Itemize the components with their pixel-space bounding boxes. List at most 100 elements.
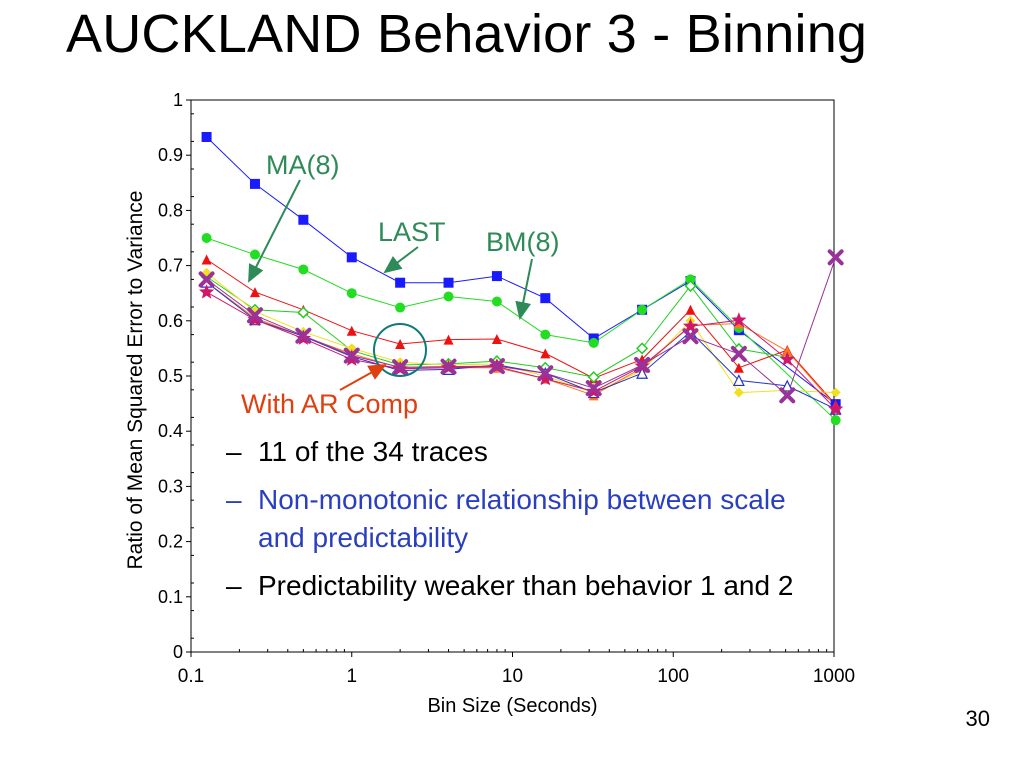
- data-point: [298, 264, 309, 275]
- data-point: [781, 379, 794, 392]
- data-point: [830, 415, 841, 426]
- data-point: [685, 304, 696, 315]
- y-tick-label: 0.7: [158, 256, 183, 276]
- x-axis-title: Bin Size (Seconds): [427, 695, 597, 717]
- data-point: [201, 131, 212, 142]
- data-point: [246, 307, 263, 324]
- data-point: [685, 274, 696, 285]
- bullet-text: Predictability weaker than behavior 1 an…: [258, 570, 794, 601]
- data-point: [634, 356, 651, 373]
- annotation-ma8: MA(8): [266, 150, 340, 180]
- series-line: [206, 291, 837, 410]
- data-point: [733, 387, 744, 398]
- data-point: [732, 374, 745, 387]
- y-tick-label: 0.3: [158, 476, 183, 496]
- data-point: [637, 304, 648, 315]
- data-point: [443, 291, 454, 302]
- data-point: [540, 329, 551, 340]
- data-point: [537, 365, 554, 382]
- data-point: [827, 249, 844, 266]
- data-point: [297, 306, 310, 319]
- data-point: [779, 351, 795, 366]
- data-point: [537, 370, 553, 386]
- bullet-item: – 11 of the 34 traces: [226, 433, 826, 471]
- data-point: [295, 327, 312, 344]
- data-point: [440, 358, 457, 375]
- data-point: [443, 277, 454, 288]
- data-point: [587, 371, 600, 384]
- bullet-dash: –: [226, 436, 242, 467]
- data-point: [298, 214, 309, 225]
- annotation-last: LAST: [378, 217, 446, 247]
- data-point: [249, 287, 260, 298]
- x-tick-label: 1000: [813, 666, 855, 687]
- data-point: [343, 347, 360, 364]
- data-point: [730, 345, 747, 362]
- y-tick-label: 0.4: [158, 421, 183, 441]
- data-point: [346, 288, 357, 299]
- data-point: [249, 178, 260, 189]
- annotation-bm8: BM(8): [486, 227, 560, 257]
- y-tick-label: 0.5: [158, 366, 183, 386]
- data-point: [395, 277, 406, 288]
- annotation-with-ar-comp: With AR Comp: [241, 389, 418, 419]
- data-point: [733, 362, 744, 373]
- y-tick-label: 1: [173, 90, 183, 110]
- bullet-item: – Predictability weaker than behavior 1 …: [226, 567, 826, 605]
- highlight-circle: [373, 323, 427, 377]
- data-point: [779, 387, 796, 404]
- data-point: [585, 380, 602, 397]
- data-point: [540, 293, 551, 304]
- data-point: [491, 334, 502, 345]
- data-point: [201, 254, 212, 265]
- data-point: [346, 325, 357, 336]
- data-point: [488, 358, 505, 375]
- bullet-dash: –: [226, 570, 242, 601]
- data-point: [731, 312, 747, 327]
- data-point: [682, 318, 699, 333]
- data-point: [395, 338, 406, 349]
- data-point: [392, 359, 409, 376]
- series-line: [206, 257, 837, 397]
- data-point: [491, 271, 502, 282]
- x-tick-label: 10: [502, 666, 523, 687]
- data-point: [828, 401, 844, 416]
- data-point: [247, 311, 263, 327]
- series-line: [206, 259, 837, 406]
- y-tick-label: 0.9: [158, 145, 183, 165]
- bullet-text: Non-monotonic relationship between scale…: [258, 484, 786, 553]
- annotation-arrow: [339, 364, 387, 391]
- annotation-arrow: [383, 246, 419, 274]
- y-tick-label: 0.1: [158, 587, 183, 607]
- slide-number: 30: [965, 706, 990, 731]
- data-point: [636, 342, 649, 355]
- data-point: [199, 284, 215, 299]
- y-axis-title: Ratio of Mean Squared Error to Variance: [124, 191, 147, 570]
- bullet-dash: –: [226, 484, 242, 515]
- bullet-item: – Non-monotonic relationship between sca…: [226, 481, 826, 557]
- data-point: [198, 271, 215, 288]
- data-point: [682, 328, 699, 345]
- annotation-arrow: [248, 179, 301, 283]
- data-point: [491, 296, 502, 307]
- series-line: [206, 281, 836, 410]
- y-tick-label: 0.6: [158, 311, 183, 331]
- data-point: [684, 279, 697, 293]
- data-point: [443, 334, 454, 345]
- bullet-text: 11 of the 34 traces: [258, 436, 488, 467]
- annotation-arrow: [515, 258, 533, 320]
- data-point: [395, 302, 406, 313]
- data-point: [782, 346, 793, 357]
- data-point: [201, 233, 212, 243]
- x-tick-label: 100: [657, 666, 689, 687]
- slide-title: AUCKLAND Behavior 3 - Binning: [66, 4, 868, 64]
- data-point: [249, 249, 260, 260]
- y-tick-label: 0.8: [158, 200, 183, 220]
- data-point: [344, 351, 360, 366]
- data-point: [830, 387, 841, 398]
- bullet-list: – 11 of the 34 traces – Non-monotonic re…: [226, 433, 826, 615]
- data-point: [346, 252, 357, 263]
- data-point: [540, 348, 551, 359]
- y-tick-label: 0.2: [158, 532, 183, 552]
